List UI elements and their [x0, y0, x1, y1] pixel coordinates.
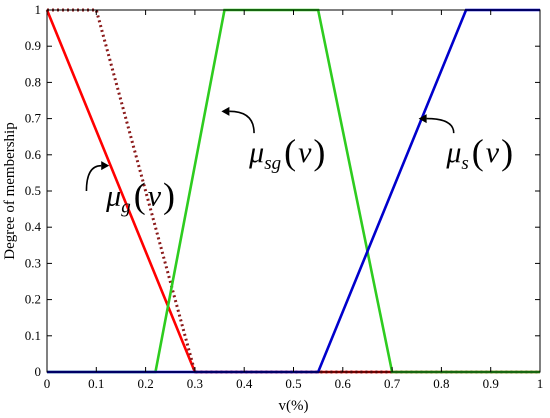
y-tick-label: 0.6: [25, 147, 42, 162]
plot-background: [47, 10, 540, 372]
annotation-open-paren: (: [472, 132, 484, 172]
y-tick-label: 0.3: [25, 255, 41, 270]
annotation-arg: v: [486, 136, 500, 169]
y-tick-label: 1: [35, 2, 42, 17]
y-tick-label: 0.4: [25, 219, 42, 234]
annotation-mu-sg: μsg(v): [221, 106, 325, 174]
annotation-sub: sg: [264, 153, 281, 174]
annotation-mu-s: μs(v): [418, 114, 513, 174]
x-tick-label: 0.1: [88, 376, 104, 391]
annotation-close-paren: ): [313, 132, 325, 172]
annotation-base: μ: [445, 136, 461, 169]
annotation-arrowhead: [221, 106, 230, 116]
y-tick-label: 0.2: [25, 292, 41, 307]
y-tick-label: 0.5: [25, 183, 41, 198]
annotation-base: μ: [248, 136, 264, 169]
annotation-label: μsg(v): [248, 132, 325, 174]
x-tick-label: 0.3: [187, 376, 203, 391]
annotation-arrowhead: [101, 161, 110, 171]
x-tick-label: 0.4: [236, 376, 253, 391]
annotation-arg: v: [298, 136, 312, 169]
annotation-sub: s: [461, 153, 468, 174]
annotation-arrow: [426, 117, 455, 134]
annotation-label: μs(v): [445, 132, 513, 174]
x-tick-label: 0.7: [384, 376, 401, 391]
annotation-open-paren: (: [134, 175, 146, 215]
annotation-arrow: [229, 110, 255, 134]
x-tick-label: 0.5: [285, 376, 301, 391]
annotation-layer: μg(v)μsg(v) μs(v): [85, 106, 513, 217]
annotation-open-paren: (: [284, 132, 296, 172]
y-tick-label: 0.8: [25, 74, 41, 89]
annotation-mu-g: μg(v): [85, 161, 175, 217]
y-tick-label: 0: [35, 364, 42, 379]
annotation-sub: g: [121, 196, 131, 217]
y-tick-label: 0.1: [25, 328, 41, 343]
annotation-arrow: [85, 164, 102, 192]
annotation-arrowhead: [418, 114, 427, 124]
annotation-close-paren: ): [501, 132, 513, 172]
y-axis-title: Degree of membership: [2, 122, 18, 259]
annotation-label: μg(v): [105, 175, 175, 217]
y-tick-label: 0.7: [25, 111, 42, 126]
x-tick-label: 0.9: [483, 376, 499, 391]
x-tick-label: 0.6: [335, 376, 352, 391]
ticks-layer: 0 0.1 0.2 0.3 0.4 0.5 0.6 0.7 0.8 0.9 1 0 0.1 0.2 0.3 0…: [25, 2, 544, 391]
x-tick-label: 1: [537, 376, 544, 391]
x-tick-label: 0.8: [433, 376, 449, 391]
x-tick-label: 0: [44, 376, 51, 391]
annotation-close-paren: ): [163, 175, 175, 215]
series-line-mu-g-dotted: [47, 8, 540, 374]
x-tick-label: 0.2: [137, 376, 153, 391]
y-tick-label: 0.9: [25, 38, 41, 53]
x-axis-title: v(%): [279, 398, 309, 414]
annotation-base: μ: [105, 179, 121, 212]
annotation-arg: v: [148, 179, 162, 212]
